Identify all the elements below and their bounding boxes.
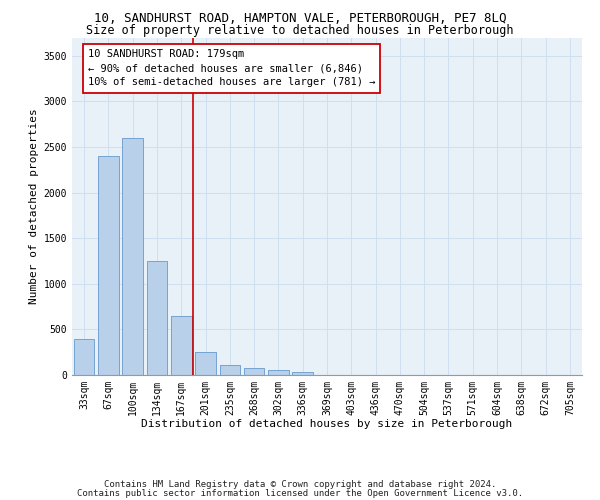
Bar [146,261,167,375]
Bar [292,372,313,375]
Bar [244,368,265,375]
Text: Contains HM Land Registry data © Crown copyright and database right 2024.: Contains HM Land Registry data © Crown c… [104,480,496,489]
X-axis label: Distribution of detached houses by size in Peterborough: Distribution of detached houses by size … [142,420,512,430]
Bar [195,352,216,375]
Bar [268,370,289,375]
Text: 10 SANDHURST ROAD: 179sqm
← 90% of detached houses are smaller (6,846)
10% of se: 10 SANDHURST ROAD: 179sqm ← 90% of detac… [88,50,375,88]
Text: Size of property relative to detached houses in Peterborough: Size of property relative to detached ho… [86,24,514,37]
Text: 10, SANDHURST ROAD, HAMPTON VALE, PETERBOROUGH, PE7 8LQ: 10, SANDHURST ROAD, HAMPTON VALE, PETERB… [94,12,506,26]
Bar [74,338,94,375]
Bar [220,365,240,375]
Bar [98,156,119,375]
Text: Contains public sector information licensed under the Open Government Licence v3: Contains public sector information licen… [77,488,523,498]
Bar [122,138,143,375]
Bar [171,316,191,375]
Y-axis label: Number of detached properties: Number of detached properties [29,108,40,304]
